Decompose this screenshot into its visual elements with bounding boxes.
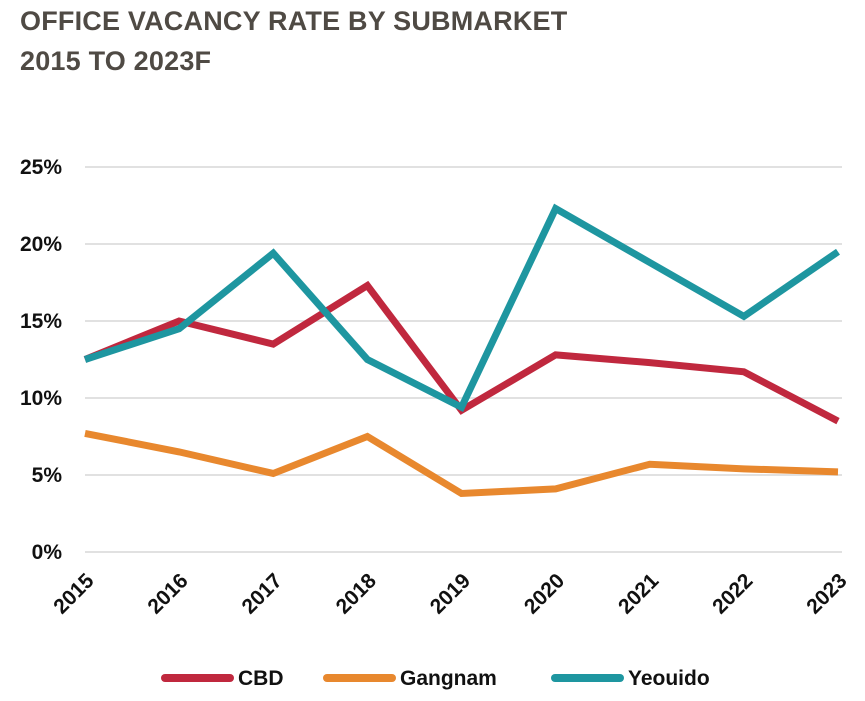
- x-tick-label: 2016: [143, 569, 192, 618]
- series-lines: [83, 203, 840, 498]
- y-tick-label: 0%: [32, 541, 63, 564]
- y-tick-label: 25%: [20, 156, 62, 179]
- legend-label-yeouido: Yeouido: [628, 667, 710, 690]
- chart-subtitle: 2015 TO 2023F: [20, 46, 212, 76]
- legend: CBD Gangnam Yeouido: [161, 667, 710, 690]
- y-axis-ticks: 0% 5% 10% 15% 20% 25%: [20, 156, 62, 564]
- x-tick-label: 2020: [520, 569, 569, 618]
- x-axis-ticks: 2015 2016 2017 2018 2019 2020 2021 2022 2023: [49, 569, 851, 619]
- x-tick-label: 2019: [426, 569, 475, 618]
- series-line-yeouido: [83, 203, 840, 412]
- chart-title-line-1: OFFICE VACANCY RATE BY SUBMARKET: [20, 6, 568, 36]
- y-tick-label: 5%: [32, 464, 63, 487]
- x-tick-label: 2017: [237, 569, 286, 618]
- x-tick-label: 2018: [332, 569, 382, 619]
- x-tick-label: 2022: [708, 569, 757, 618]
- x-tick-label: 2015: [49, 569, 99, 619]
- y-tick-label: 15%: [20, 310, 62, 333]
- x-tick-label: 2021: [614, 569, 664, 619]
- legend-label-gangnam: Gangnam: [400, 667, 497, 690]
- series-line-gangnam: [84, 429, 839, 498]
- y-tick-label: 20%: [20, 233, 62, 256]
- y-tick-label: 10%: [20, 387, 62, 410]
- x-tick-label: 2023: [802, 569, 851, 618]
- legend-label-cbd: CBD: [238, 667, 284, 690]
